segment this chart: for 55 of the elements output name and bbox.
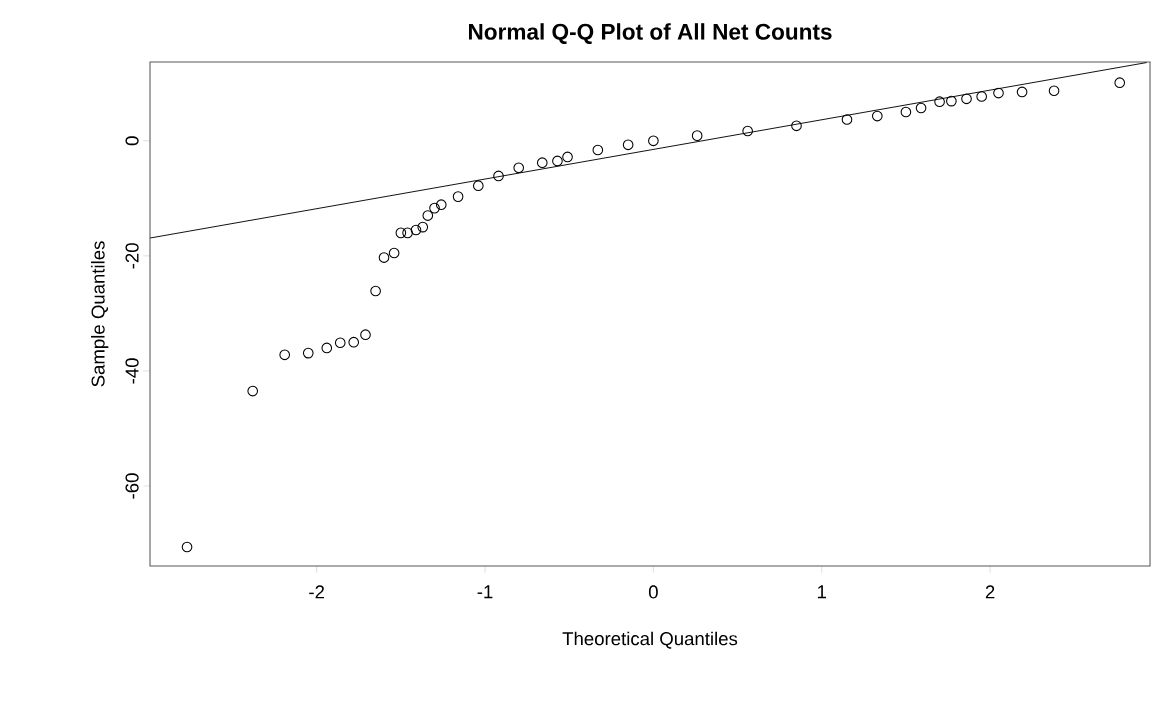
point: [791, 120, 802, 132]
point: [1016, 86, 1028, 98]
point: [648, 135, 659, 147]
x-axis-title: Theoretical Quantiles: [562, 631, 738, 649]
y-tick-label: -60: [125, 473, 139, 499]
point: [422, 210, 434, 221]
point: [513, 162, 525, 174]
point: [1048, 85, 1060, 97]
point: [993, 87, 1004, 99]
point: [334, 337, 346, 349]
point: [592, 144, 604, 156]
point: [370, 285, 381, 297]
point: [302, 347, 314, 359]
y-tick-label: -20: [125, 243, 139, 269]
point: [915, 102, 927, 114]
x-tick-label: -2: [309, 585, 325, 599]
point: [552, 155, 563, 167]
point: [841, 114, 853, 125]
point: [410, 224, 422, 236]
point: [622, 139, 634, 151]
x-tick-label: 1: [817, 585, 826, 599]
point: [247, 385, 259, 397]
point: [402, 227, 413, 239]
point: [493, 170, 504, 182]
point: [871, 110, 883, 122]
point: [946, 95, 957, 107]
point: [934, 96, 945, 108]
x-tick-label: 0: [648, 585, 658, 599]
point: [348, 336, 360, 348]
y-tick-label: -40: [125, 358, 139, 384]
point: [279, 349, 291, 361]
x-tick-label: 2: [985, 585, 995, 599]
point: [1114, 77, 1126, 89]
point: [388, 247, 400, 259]
point: [742, 125, 753, 137]
point: [435, 199, 447, 210]
y-axis-title: Sample Quantiles: [91, 241, 109, 387]
point: [429, 202, 440, 214]
point: [691, 130, 703, 141]
point: [900, 106, 912, 118]
point: [562, 151, 573, 163]
point: [472, 180, 484, 192]
y-tick-label: 0: [125, 136, 139, 146]
x-tick-label: -1: [477, 585, 493, 599]
point: [452, 191, 464, 202]
point: [360, 329, 371, 341]
point: [961, 93, 972, 105]
point: [378, 252, 390, 263]
point: [417, 221, 429, 233]
point: [536, 157, 548, 168]
point: [321, 342, 333, 354]
point: [976, 91, 987, 102]
point: [181, 541, 193, 553]
point: [395, 227, 407, 239]
chart-title: Normal Q-Q Plot of All Net Counts: [469, 23, 832, 44]
